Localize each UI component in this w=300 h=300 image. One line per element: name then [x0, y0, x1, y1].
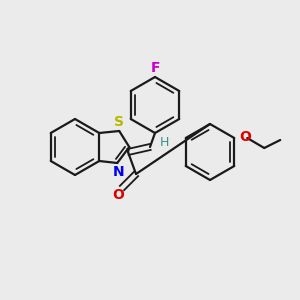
Text: N: N	[112, 165, 124, 179]
Text: H: H	[159, 136, 169, 149]
Text: O: O	[112, 188, 124, 202]
Text: F: F	[150, 61, 160, 75]
Text: S: S	[114, 115, 124, 129]
Text: O: O	[239, 130, 251, 144]
